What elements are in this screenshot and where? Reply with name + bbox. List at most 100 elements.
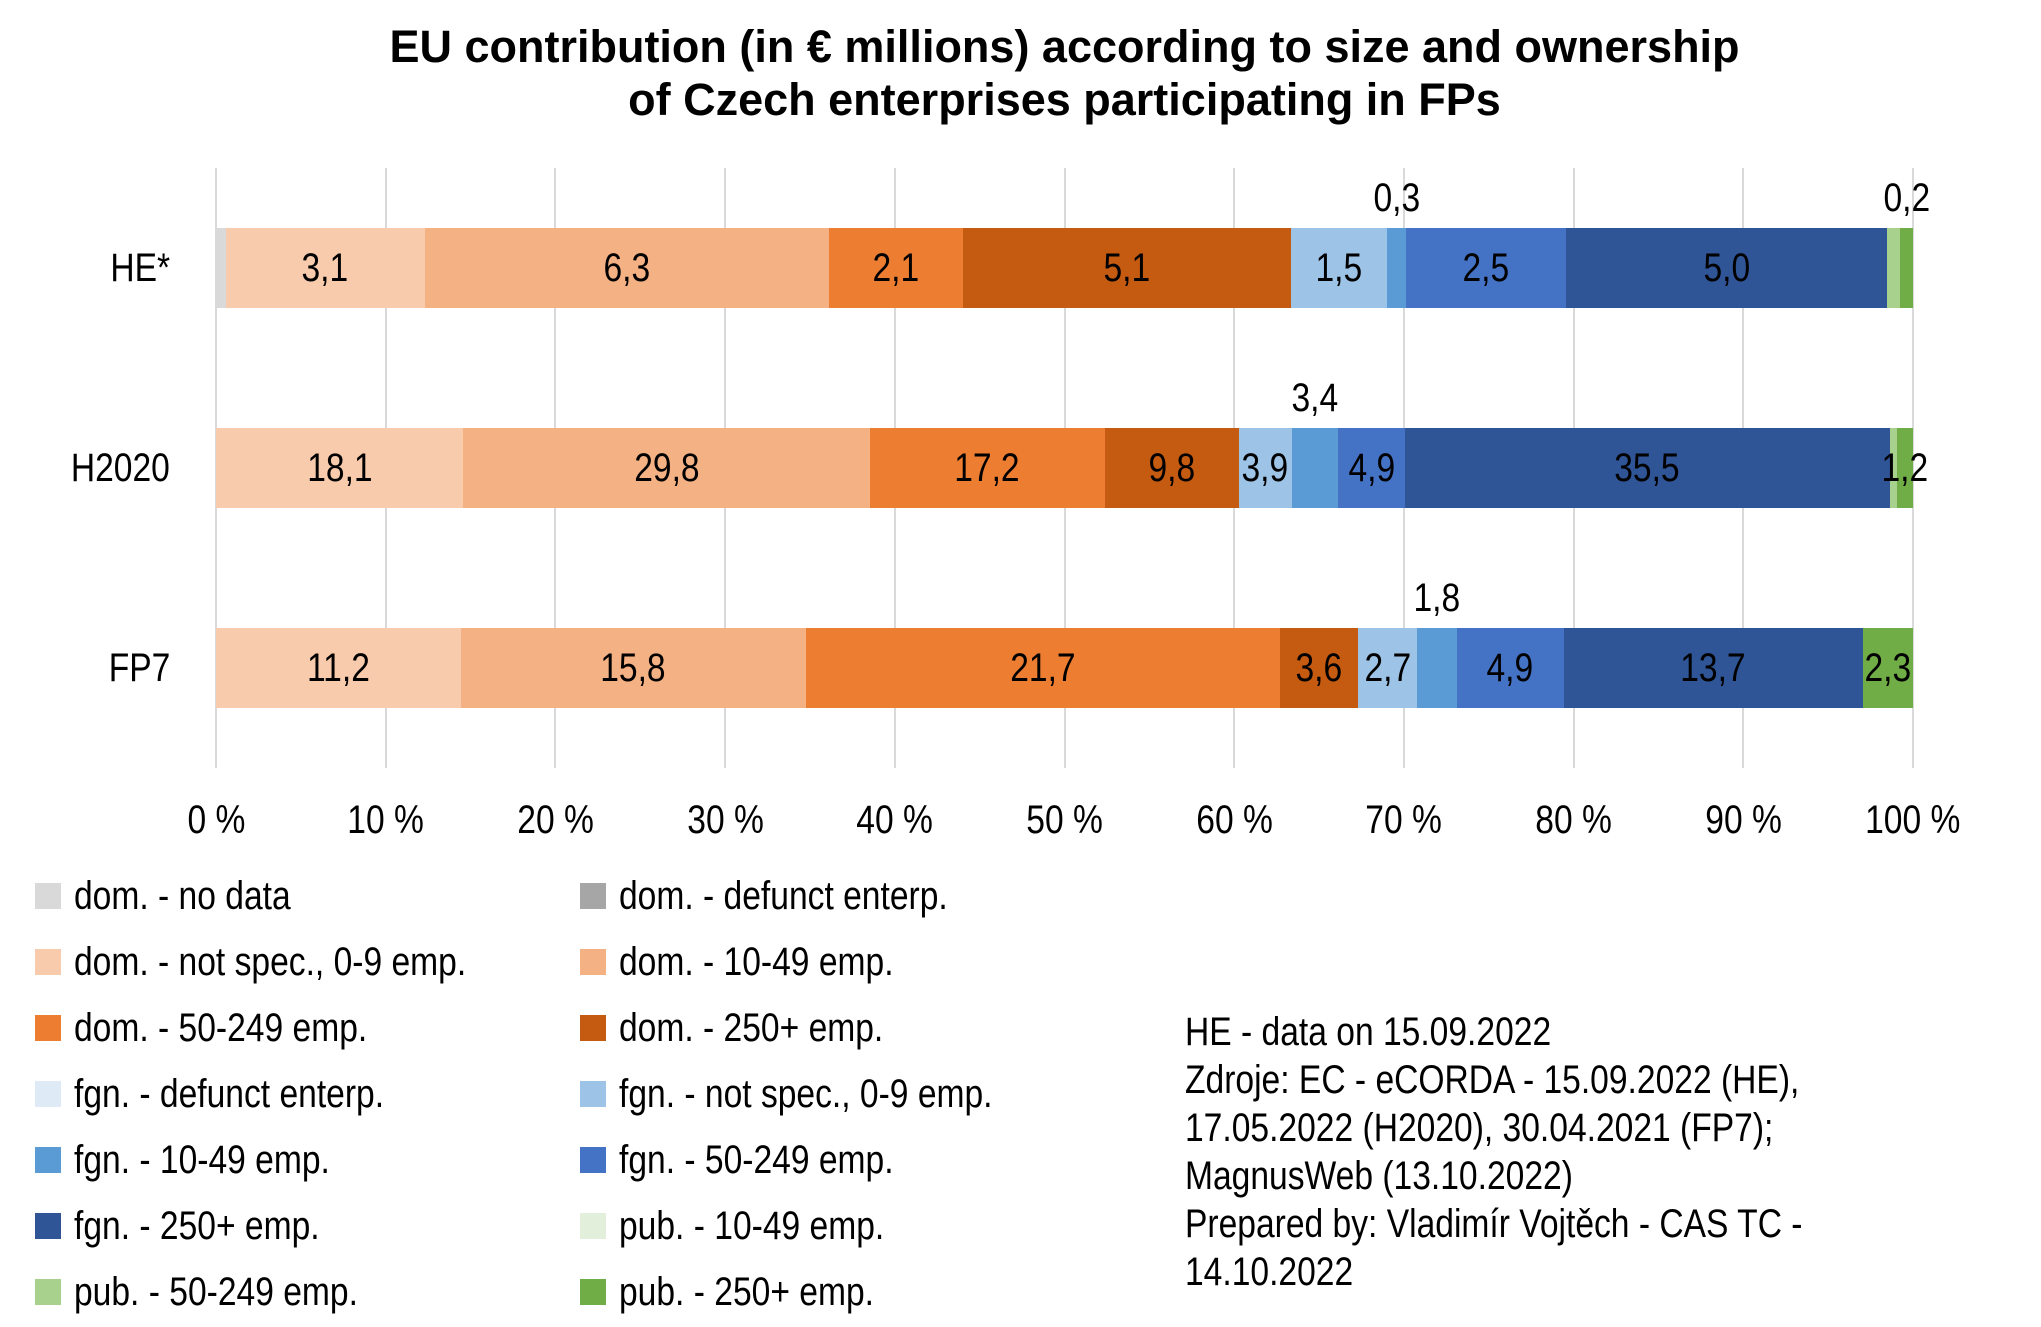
x-tick-text: 40 %	[856, 798, 934, 842]
legend-item: dom. - no data	[35, 863, 541, 929]
segment-value-text: 1,8	[1413, 575, 1461, 620]
segment-value-label: 2,5	[1462, 245, 1510, 290]
legend-label: pub. - 250+ emp.	[619, 1269, 874, 1314]
legend-item: pub. - 250+ emp.	[580, 1259, 1064, 1325]
bar-segment: 18,1	[216, 428, 464, 508]
segment-value-label: 1,5	[1315, 245, 1363, 290]
legend-item: fgn. - 250+ emp.	[35, 1193, 541, 1259]
bar-segment	[1889, 428, 1897, 508]
legend-label: dom. - 50-249 emp.	[74, 1005, 368, 1050]
source-note-text: 14.10.2022	[1185, 1250, 1354, 1294]
segment-value-label: 15,8	[600, 645, 666, 690]
bar-segment: 2,1	[828, 228, 964, 308]
legend-item: fgn. - not spec., 0-9 emp.	[580, 1061, 1064, 1127]
segment-value-label: 2,3	[1864, 645, 1912, 690]
chart-title-line-2: of Czech enterprises participating in FP…	[628, 74, 1501, 125]
bar-segment: 17,2	[869, 428, 1105, 508]
legend-swatch	[35, 949, 61, 975]
bar-segment: 2,5	[1406, 228, 1567, 308]
category-label: FP7	[0, 628, 170, 708]
segment-value-label: 3,6	[1295, 645, 1343, 690]
legend-label: fgn. - not spec., 0-9 emp.	[619, 1071, 993, 1116]
legend-swatch	[580, 1213, 606, 1239]
bar-segment: 2,3	[1862, 628, 1913, 708]
bar-segment: 5,0	[1566, 228, 1888, 308]
segment-value-label: 35,5	[1614, 445, 1681, 490]
bar-segment: 15,8	[460, 628, 806, 708]
bar-segment: 4,9	[1456, 628, 1564, 708]
segment-value-text: 0,3	[1373, 175, 1420, 220]
category-text: H2020	[70, 445, 170, 490]
segment-value-label: 4,9	[1486, 645, 1534, 690]
source-note-text: MagnusWeb (13.10.2022)	[1185, 1154, 1573, 1198]
legend-label: fgn. - 250+ emp.	[74, 1203, 320, 1248]
segment-value-label: 29,8	[633, 445, 700, 490]
category-text: FP7	[108, 645, 170, 690]
x-tick-text: 30 %	[686, 798, 764, 842]
category-label: HE*	[0, 228, 170, 308]
segment-value-label: 4,9	[1348, 445, 1395, 490]
x-tick-text: 60 %	[1195, 798, 1273, 842]
bar-segment: 5,1	[963, 228, 1291, 308]
segment-value-label: 9,8	[1148, 445, 1195, 490]
legend-swatch	[580, 1279, 606, 1305]
bar-segment	[1386, 228, 1407, 308]
legend-swatch	[580, 1147, 606, 1173]
bar-segment: 35,5	[1405, 428, 1890, 508]
x-tick-text: 10 %	[347, 798, 424, 842]
legend-col-1: dom. - no data dom. - not spec., 0-9 emp.…	[35, 863, 541, 1325]
bar-segment: 1,2	[1881, 428, 1928, 508]
segment-value-text: 0,2	[1883, 175, 1930, 220]
legend-swatch	[35, 1213, 61, 1239]
bar-h2020: 18,1 29,8 17,2 9,8 3,9 4,9 35,5 1,2	[216, 428, 1928, 508]
legend-label: fgn. - 50-249 emp.	[619, 1137, 894, 1182]
x-tick-text: 50 %	[1026, 798, 1103, 842]
bar-segment: 3,6	[1279, 628, 1359, 708]
legend-item: fgn. - 50-249 emp.	[580, 1127, 1064, 1193]
bar-segment	[1900, 228, 1913, 308]
source-note-line: Prepared by: Vladimír Vojtěch - CAS TC -	[1185, 1200, 1920, 1248]
bar-he: 3,1 6,3 2,1 5,1 1,5 2,5 5,0	[216, 228, 1913, 308]
bar-segment: 6,3	[424, 228, 829, 308]
legend-item: dom. - 10-49 emp.	[580, 929, 1064, 995]
legend-swatch	[35, 1015, 61, 1041]
plot-area: 0,3 0,2 3,1 6,3 2,1 5,1 1,5 2,5 5,0 HE* 3,4 18,1 29,…	[71, 168, 1930, 768]
legend-item: fgn. - 10-49 emp.	[35, 1127, 541, 1193]
segment-value-label: 5,1	[1103, 245, 1151, 290]
bar-segment	[1291, 428, 1339, 508]
bar-segment: 13,7	[1563, 628, 1863, 708]
legend-label: pub. - 50-249 emp.	[74, 1269, 358, 1314]
x-tick-text: 0 %	[187, 798, 245, 842]
segment-value-label: 3,9	[1241, 445, 1289, 490]
segment-value-label: 1,2	[1881, 445, 1929, 490]
legend-item: dom. - defunct enterp.	[580, 863, 1064, 929]
bar-segment: 21,7	[805, 628, 1280, 708]
bar-segment: 4,9	[1338, 428, 1406, 508]
x-tick-text: 70 %	[1365, 798, 1443, 842]
segment-value-label: 17,2	[954, 445, 1021, 490]
x-tick-text: 80 %	[1535, 798, 1612, 842]
segment-value-text: 3,4	[1291, 375, 1339, 420]
legend-swatch	[580, 1081, 606, 1107]
legend-label: pub. - 10-49 emp.	[619, 1203, 885, 1248]
legend-swatch	[35, 1279, 61, 1305]
source-note-text: HE - data on 15.09.2022	[1185, 1010, 1552, 1054]
legend-swatch	[580, 1015, 606, 1041]
bar-segment: 9,8	[1104, 428, 1239, 508]
chart-title: EU contribution (in € millions) accordin…	[216, 20, 1913, 126]
source-note-text: Zdroje: EC - eCORDA - 15.09.2022 (HE),	[1185, 1058, 1800, 1102]
legend-swatch	[580, 949, 606, 975]
source-note-line: HE - data on 15.09.2022	[1185, 1008, 1920, 1056]
legend-label: fgn. - 10-49 emp.	[74, 1137, 330, 1182]
source-note-line: 14.10.2022	[1185, 1248, 1920, 1296]
legend-item: dom. - 250+ emp.	[580, 995, 1064, 1061]
x-axis: 0 % 10 % 20 % 30 % 40 % 50 % 60 % 70 % 80 % 90 % 1…	[187, 798, 1961, 850]
legend-label: dom. - 250+ emp.	[619, 1005, 884, 1050]
bar-segment: 3,9	[1238, 428, 1292, 508]
bar-segment: 3,1	[225, 228, 425, 308]
legend-label: dom. - 10-49 emp.	[619, 939, 894, 984]
segment-value-label: 18,1	[306, 445, 373, 490]
bar-segment	[1417, 628, 1457, 708]
category-label: H2020	[0, 428, 170, 508]
